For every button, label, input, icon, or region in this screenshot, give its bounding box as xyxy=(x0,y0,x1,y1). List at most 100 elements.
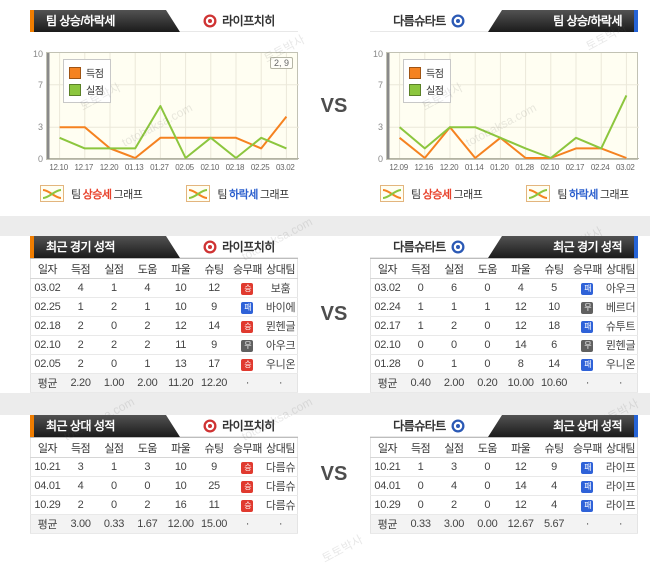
y-axis: 0 3 7 10 xyxy=(30,49,46,164)
leipzig-logo-icon xyxy=(203,14,217,28)
vs-divider-bottom: VS xyxy=(298,415,370,534)
uptrend-legend-label: 팀 상승세 그래프 xyxy=(71,188,143,201)
x-axis: 12.09 12.16 12.20 01.14 01.20 01.28 02.10 02.17… xyxy=(386,163,638,172)
average-row: 평균 0.40 2.00 0.20 10.00 10.60 · · xyxy=(370,373,638,393)
column-header-goals-for: 득점 xyxy=(403,258,438,279)
cell-opponent: 라이프 xyxy=(604,457,638,477)
cell-fouls: 11 xyxy=(164,335,198,355)
cell-opponent: 보훔 xyxy=(264,278,298,298)
cell-date: 01.28 xyxy=(370,354,404,374)
leipzig-logo-icon xyxy=(203,419,217,433)
cell-date: 02.25 xyxy=(30,297,64,317)
cell-opponent: 아우크 xyxy=(264,335,298,355)
column-header-date: 일자 xyxy=(30,437,64,458)
result-badge-win: 승 xyxy=(241,480,254,493)
column-header-opponent: 상대팀 xyxy=(264,258,298,279)
uptrend-legend: 팀 상승세 그래프 xyxy=(380,185,483,202)
x-axis-tick: 02.17 xyxy=(565,163,585,172)
table-header-row: 일자 득점 실점 도움 파울 슈팅 승무패 상대팀 xyxy=(30,258,298,279)
cell-opponent: 다름슈 xyxy=(264,457,298,477)
cell-opponent: 다름슈 xyxy=(264,495,298,515)
recent-tab-label: 최근 경기 성적 xyxy=(553,240,622,254)
cell-goals-for: 2 xyxy=(63,354,98,374)
column-header-goals-against: 실점 xyxy=(97,258,131,279)
cell-result: 무 xyxy=(570,297,605,317)
section-divider xyxy=(0,216,650,236)
cell-goals-against: 0.33 xyxy=(97,514,131,534)
table-row: 04.01 0 4 0 14 4 패 라이프 xyxy=(370,476,638,496)
series-line-실점 xyxy=(398,94,628,159)
cell-fouls: 10 xyxy=(164,457,198,477)
column-header-result: 승무패 xyxy=(570,437,605,458)
cell-date: 평균 xyxy=(30,514,64,534)
cell-result: 패 xyxy=(570,476,605,496)
y-axis-tick: 0 xyxy=(377,154,383,164)
cell-shots: 6 xyxy=(537,335,571,355)
cell-date: 02.10 xyxy=(370,335,404,355)
vs-divider-middle: VS xyxy=(298,236,370,393)
x-axis-tick: 01.13 xyxy=(124,163,144,172)
recent-matches-section: 최근 경기 성적 라이프치히 일자 득점 실점 도움 파울 슈팅 승무패 상대팀 03.02 4 1… xyxy=(0,236,650,393)
team-name-right: 다름슈타트 xyxy=(393,14,446,28)
table-row: 10.21 3 1 3 10 9 승 다름슈 xyxy=(30,457,298,477)
y-axis-tick: 3 xyxy=(377,122,383,133)
team-area-right: 다름슈타트 xyxy=(370,236,488,258)
cell-goals-for: 1 xyxy=(63,297,98,317)
cell-assists: 2.00 xyxy=(130,373,164,393)
cell-goals-for: 0 xyxy=(403,354,438,374)
cell-result: 승 xyxy=(230,495,265,515)
x-axis-tick: 12.16 xyxy=(414,163,434,172)
x-axis-tick: 02.10 xyxy=(200,163,219,172)
cell-assists: 0 xyxy=(470,354,504,374)
cell-shots: 11 xyxy=(197,495,231,515)
cell-shots: 5 xyxy=(537,278,571,298)
trend-chart-right: 0 3 7 10 득점 실점 12.09 12.16 12.20 01.14 01.20 01.28 0… xyxy=(370,49,639,172)
team-name-right: 다름슈타트 xyxy=(393,240,446,254)
cell-goals-for: 0 xyxy=(403,476,438,496)
team-name-left: 라이프치히 xyxy=(222,240,275,254)
cell-shots: 9 xyxy=(537,457,571,477)
downtrend-legend: 팀 하락세 그래프 xyxy=(186,185,289,202)
team-area-left: 라이프치히 xyxy=(180,236,298,258)
cell-result: · xyxy=(230,514,265,534)
cell-assists: 0.20 xyxy=(470,373,504,393)
cell-goals-for: 1 xyxy=(403,457,438,477)
table-row: 02.24 1 1 1 12 10 무 베르더 xyxy=(370,297,638,317)
cell-assists: 1.67 xyxy=(130,514,164,534)
cell-result: 무 xyxy=(230,335,265,355)
downtrend-legend-label: 팀 하락세 그래프 xyxy=(217,188,289,201)
cell-goals-against: 1 xyxy=(97,278,131,298)
cell-opponent: 뮌헨글 xyxy=(604,335,638,355)
cell-result: 패 xyxy=(570,495,605,515)
cell-fouls: 14 xyxy=(504,335,538,355)
cell-result: 승 xyxy=(230,354,265,374)
cell-opponent: · xyxy=(264,514,298,534)
column-header-goals-against: 실점 xyxy=(437,437,471,458)
watermark-text: 토토박사 xyxy=(319,532,366,566)
column-header-opponent: 상대팀 xyxy=(604,437,638,458)
chart-annotation: 2, 9 xyxy=(269,57,293,69)
legend-swatch-icon xyxy=(69,83,81,96)
cell-date: 02.05 xyxy=(30,354,64,374)
cell-assists: 0 xyxy=(470,495,504,515)
cell-goals-against: 6 xyxy=(437,278,471,298)
cell-date: 02.18 xyxy=(30,316,64,336)
cell-goals-for: 1 xyxy=(403,297,438,317)
column-header-fouls: 파울 xyxy=(164,258,198,279)
column-header-shots: 슈팅 xyxy=(197,437,231,458)
x-axis-tick: 12.20 xyxy=(99,163,119,172)
x-axis-tick: 02.25 xyxy=(250,163,270,172)
cell-assists: 3 xyxy=(130,457,164,477)
cell-assists: 0.00 xyxy=(470,514,504,534)
cell-assists: 1 xyxy=(470,297,504,317)
cell-shots: 18 xyxy=(537,316,571,336)
recent-block-left: 최근 경기 성적 라이프치히 일자 득점 실점 도움 파울 슈팅 승무패 상대팀 03.02 4 1… xyxy=(30,236,298,393)
leipzig-logo-icon xyxy=(203,240,217,254)
cell-opponent: 라이프 xyxy=(604,495,638,515)
column-header-result: 승무패 xyxy=(230,258,265,279)
x-axis-tick: 02.24 xyxy=(590,163,610,172)
cell-shots: 10 xyxy=(537,297,571,317)
cell-assists: 2 xyxy=(130,495,164,515)
chart-legend-item: 실점 xyxy=(69,82,104,97)
trend-block-left: 팀 상승/하락세 라이프치히 0 3 7 10 득점 실점 2, 9 12.10 12.17 12… xyxy=(30,10,299,202)
